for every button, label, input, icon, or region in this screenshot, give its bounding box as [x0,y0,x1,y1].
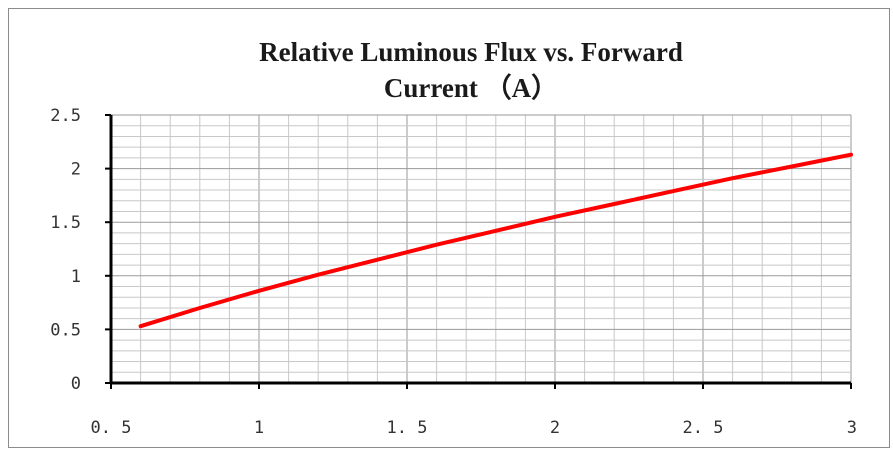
x-tick-label: 3 [847,418,857,438]
y-tick-label: 2 [71,160,81,180]
x-tick-label: 2. 5 [683,418,724,438]
y-tick-label: 0 [71,374,81,394]
chart-title-line: Current （A） [384,73,558,103]
series-layer [138,152,853,329]
x-tick-label: 1. 5 [387,418,428,438]
tick-labels: 0 0.5 1 1.5 2 2.5 0. 5 1 1. 5 2 2. 5 3 [50,106,857,438]
series-line [138,152,853,329]
x-tick-label: 0. 5 [91,418,132,438]
chart-frame: Relative Luminous Flux vs. Forward Curren… [8,8,890,448]
y-tick-label: 1 [71,267,81,287]
grid [110,114,852,384]
y-tick-label: 0.5 [50,320,81,340]
x-tick-label: 2 [550,418,560,438]
chart-canvas: Relative Luminous Flux vs. Forward Curren… [50,37,857,438]
chart-title-line: Relative Luminous Flux vs. Forward [259,37,683,67]
chart-title: Relative Luminous Flux vs. Forward Curren… [259,37,683,103]
axes [105,114,852,389]
x-tick-label: 1 [254,418,264,438]
y-tick-label: 2.5 [50,106,81,126]
y-tick-label: 1.5 [50,213,81,233]
